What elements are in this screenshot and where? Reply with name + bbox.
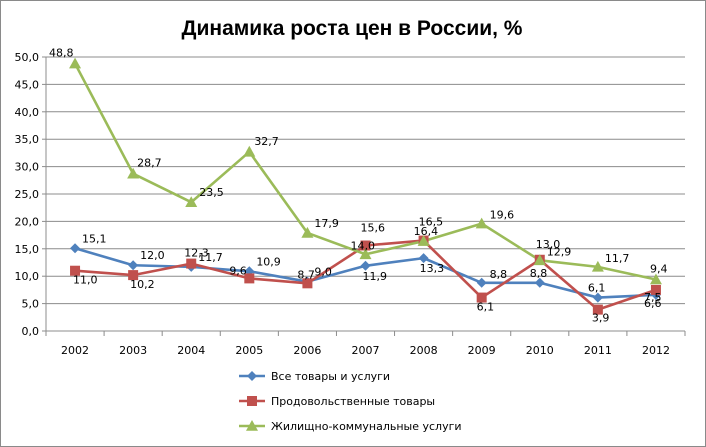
data-label: 12,0 xyxy=(140,249,165,262)
data-point xyxy=(649,273,662,285)
data-point xyxy=(70,265,81,276)
data-labels: 15,1 12,0 11,7 10,9 9,0 11,9 13,3 8,8 8,8 6,1 6,6 1… xyxy=(49,47,667,325)
data-point xyxy=(360,240,371,251)
data-point xyxy=(243,145,256,157)
x-axis-ticks: 2002 2003 2004 2005 2006 2007 2008 2009 2010 2011… xyxy=(61,344,670,357)
data-point xyxy=(128,270,139,281)
y-tick-label: 15,0 xyxy=(15,243,40,256)
x-tick-label: 2005 xyxy=(235,344,263,357)
y-tick-label: 35,0 xyxy=(15,133,40,146)
data-point xyxy=(128,260,139,271)
data-label: 6,1 xyxy=(477,301,495,314)
y-tick-label: 30,0 xyxy=(15,161,40,174)
data-point xyxy=(476,292,487,303)
legend-label: Все товары и услуги xyxy=(271,370,390,383)
x-tick-label: 2010 xyxy=(526,344,554,357)
data-label: 9,0 xyxy=(314,266,332,279)
data-label: 6,1 xyxy=(588,282,606,295)
data-point xyxy=(592,292,603,303)
data-label: 48,8 xyxy=(49,47,74,60)
data-label: 10,9 xyxy=(256,255,281,268)
data-point xyxy=(127,167,140,179)
legend: Все товары и услуги Продовольственные тов… xyxy=(239,370,462,433)
data-label: 11,0 xyxy=(73,274,98,287)
x-tick-label: 2004 xyxy=(177,344,205,357)
legend-marker xyxy=(247,396,257,406)
x-tick-label: 2006 xyxy=(293,344,321,357)
data-label: 10,2 xyxy=(130,278,155,291)
y-tick-label: 40,0 xyxy=(15,106,40,119)
data-label: 7,5 xyxy=(644,291,662,304)
y-tick-label: 10,0 xyxy=(15,270,40,283)
data-label: 12,9 xyxy=(547,245,572,258)
x-tick-label: 2008 xyxy=(410,344,438,357)
data-label: 8,8 xyxy=(490,268,508,281)
data-point xyxy=(417,235,430,246)
data-label: 9,4 xyxy=(650,262,668,275)
data-label: 14,0 xyxy=(351,239,376,252)
data-point xyxy=(69,57,82,69)
data-label: 9,6 xyxy=(229,264,247,277)
data-label: 11,7 xyxy=(605,252,630,265)
data-point xyxy=(591,260,604,272)
data-point xyxy=(360,260,371,271)
data-label: 8,7 xyxy=(297,268,315,281)
legend-label: Продовольственные товары xyxy=(271,395,435,408)
y-tick-label: 20,0 xyxy=(15,215,40,228)
y-tick-label: 45,0 xyxy=(15,78,40,91)
legend-marker xyxy=(246,420,258,431)
y-tick-label: 5,0 xyxy=(22,298,40,311)
data-label: 11,7 xyxy=(198,251,223,264)
chart-title: Динамика роста цен в России, % xyxy=(182,17,523,40)
x-tick-label: 2003 xyxy=(119,344,147,357)
legend-label: Жилищно-коммунальные услуги xyxy=(271,420,462,433)
data-point xyxy=(185,196,198,208)
data-point xyxy=(650,284,661,295)
data-label: 8,8 xyxy=(530,267,548,280)
data-point xyxy=(70,243,81,254)
y-tick-label: 0,0 xyxy=(22,325,40,338)
data-point xyxy=(475,217,488,229)
y-tick-label: 25,0 xyxy=(15,188,40,201)
data-label: 23,5 xyxy=(199,186,224,199)
data-point xyxy=(533,254,546,266)
data-label: 15,6 xyxy=(361,222,386,235)
data-point xyxy=(592,304,603,315)
data-label: 3,9 xyxy=(592,312,610,325)
data-label: 16,4 xyxy=(414,225,439,238)
data-label: 12,3 xyxy=(184,247,209,260)
x-tick-label: 2009 xyxy=(468,344,496,357)
data-point xyxy=(476,277,487,288)
data-label: 6,6 xyxy=(644,297,662,310)
data-point xyxy=(534,277,545,288)
gridlines xyxy=(46,56,685,305)
series-markers xyxy=(69,57,662,315)
legend-marker xyxy=(247,371,257,381)
data-label: 11,9 xyxy=(363,270,388,283)
data-label: 17,9 xyxy=(314,217,339,230)
data-point xyxy=(244,273,255,284)
data-point xyxy=(302,278,313,289)
data-label: 16,5 xyxy=(419,216,444,229)
data-label: 19,6 xyxy=(490,209,515,222)
data-label: 13,0 xyxy=(536,238,561,251)
x-tick-label: 2012 xyxy=(642,344,670,357)
data-point xyxy=(359,248,372,260)
x-tick-label: 2011 xyxy=(584,344,612,357)
data-label: 32,7 xyxy=(254,135,279,148)
data-point xyxy=(186,258,197,269)
data-label: 28,7 xyxy=(137,157,162,170)
x-tick-label: 2007 xyxy=(352,344,380,357)
data-label: 13,3 xyxy=(420,262,445,275)
data-point xyxy=(418,253,429,264)
y-tick-label: 50,0 xyxy=(15,51,40,64)
y-axis-ticks: 0,0 5,0 10,0 15,0 20,0 25,0 30,0 35,0 40,0 45,0 50… xyxy=(15,51,40,338)
data-point xyxy=(301,226,314,238)
x-tick-label: 2002 xyxy=(61,344,89,357)
data-label: 15,1 xyxy=(82,232,107,245)
axes xyxy=(42,56,686,336)
